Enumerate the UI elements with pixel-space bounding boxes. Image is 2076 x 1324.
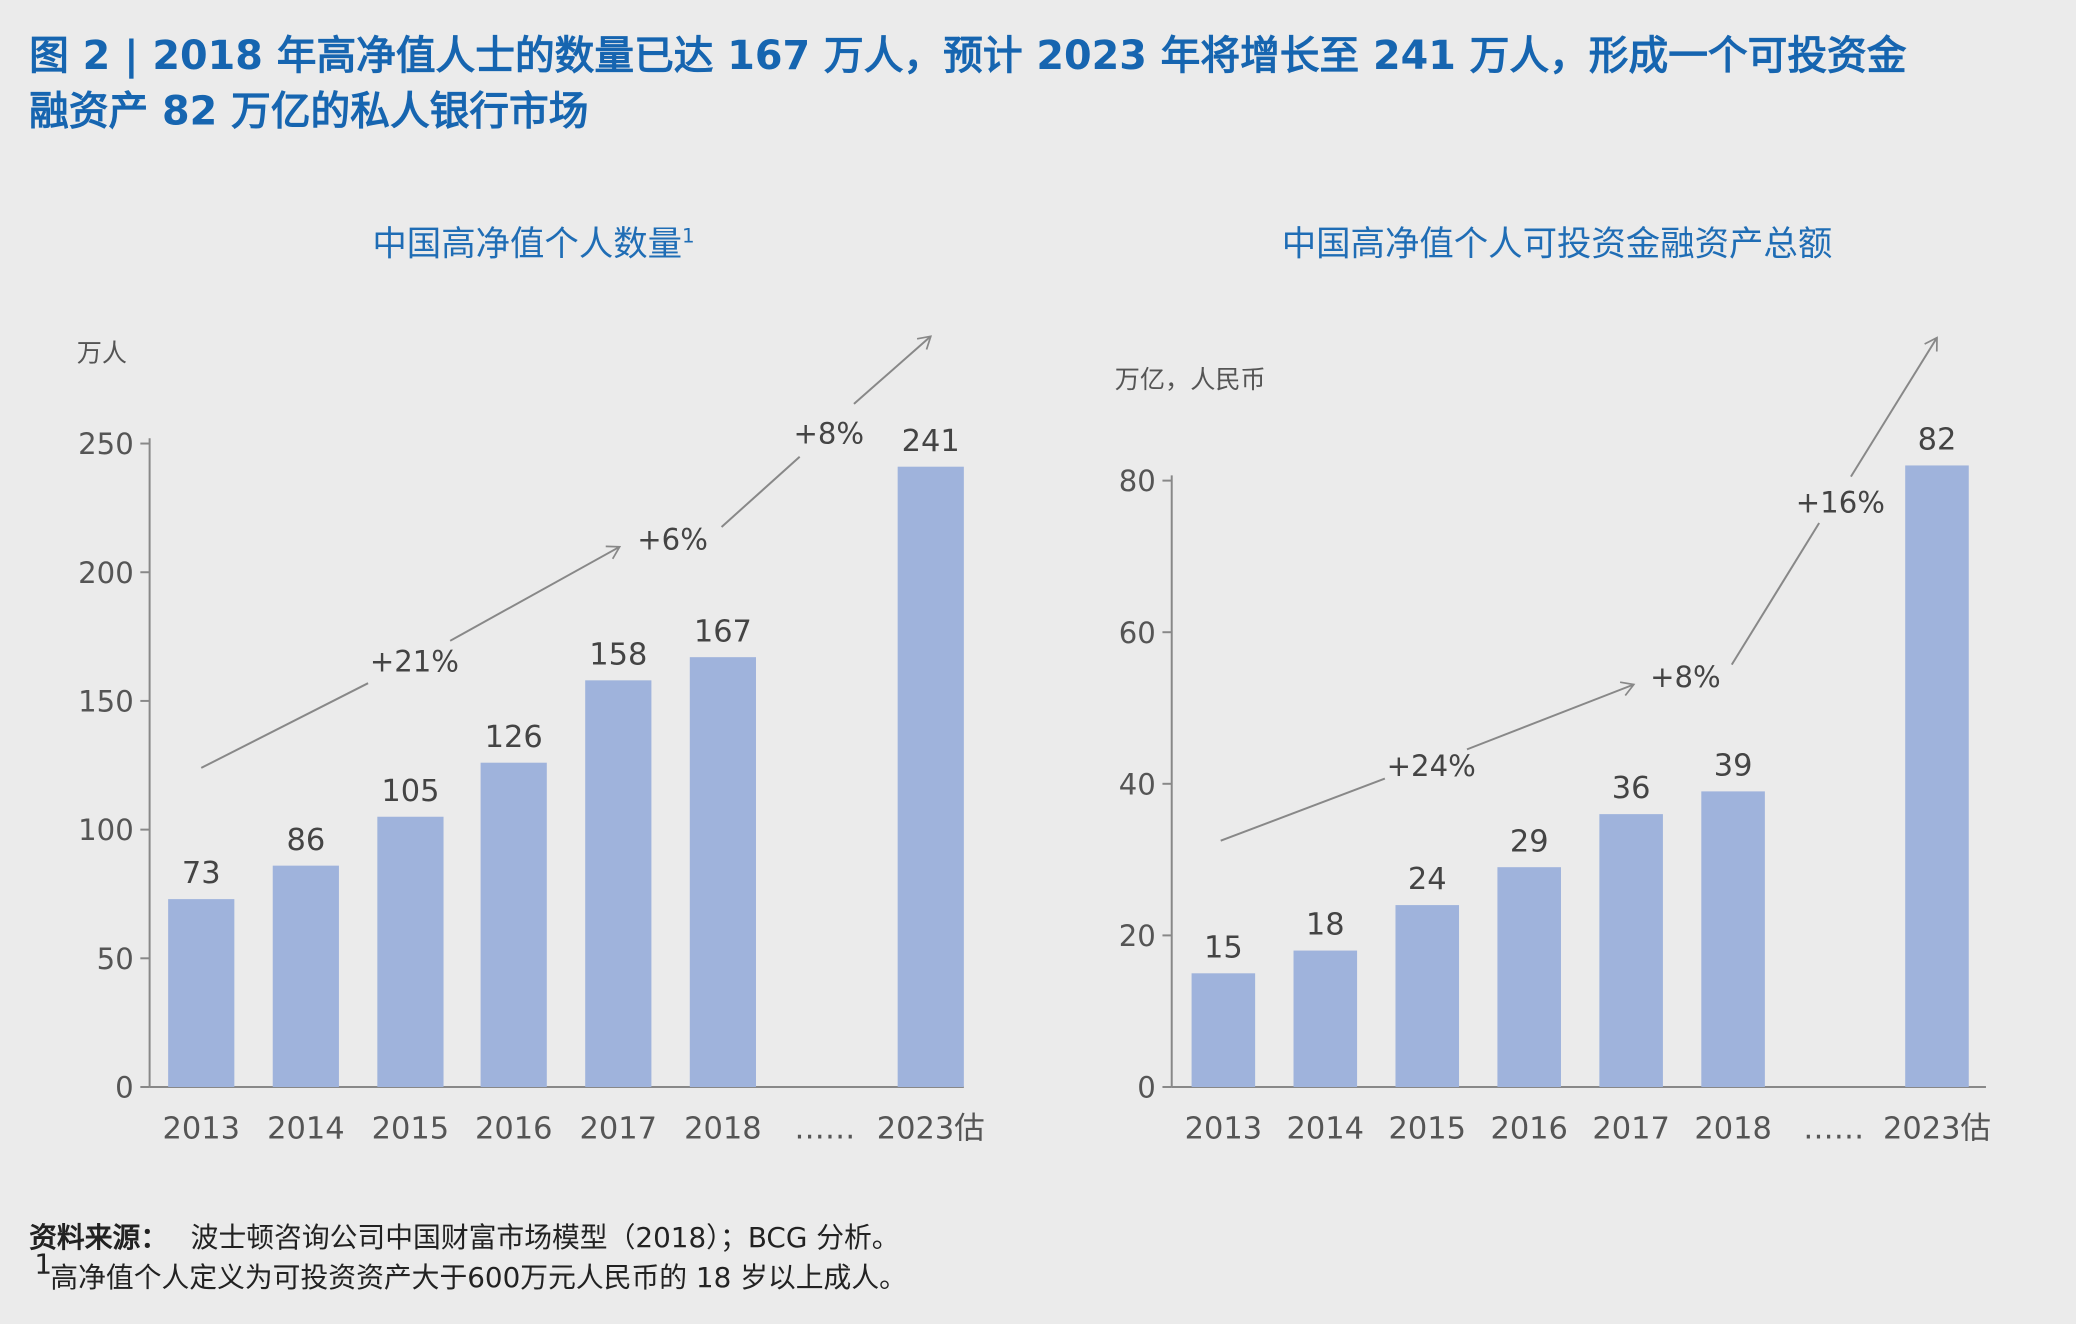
y-tick-label: 150	[78, 685, 134, 719]
x-category-label: 2016	[1490, 1112, 1567, 1147]
value-label: 24	[1408, 862, 1447, 897]
figure-title-line1: 图 2 | 2018 年高净值人士的数量已达 167 万人，预计 2023 年将…	[29, 33, 1907, 79]
y-tick-label: 50	[97, 942, 134, 976]
arrowhead-icon	[1619, 681, 1636, 697]
growth-arrow-segment	[200, 682, 369, 769]
value-label: 36	[1612, 771, 1651, 806]
value-label: 15	[1204, 930, 1243, 965]
x-category-label: ……	[1803, 1112, 1864, 1147]
x-category-label: 2013	[1185, 1112, 1262, 1147]
growth-rate-label: +6%	[637, 522, 708, 556]
growth-rate-label: +24%	[1387, 749, 1476, 783]
y-tick-label: 0	[1137, 1071, 1156, 1105]
bar-2015	[1395, 905, 1460, 1087]
value-label: 158	[589, 637, 647, 672]
value-label: 29	[1510, 824, 1549, 859]
x-category-label: 2023估	[877, 1112, 985, 1147]
bar-2014	[1293, 950, 1358, 1087]
x-category-label: 2016	[475, 1112, 552, 1147]
arrowhead-icon	[605, 545, 622, 560]
x-category-label: 2023估	[1883, 1112, 1991, 1147]
growth-arrow-segment	[1220, 777, 1386, 842]
y-tick-label: 250	[78, 427, 134, 461]
value-label: 82	[1918, 423, 1957, 458]
y-tick-label: 40	[1119, 767, 1156, 801]
x-category-label: 2017	[1592, 1112, 1669, 1147]
growth-arrow-segment	[1466, 683, 1635, 751]
x-category-label: 2013	[163, 1112, 240, 1147]
y-tick-label: 100	[78, 813, 134, 847]
footnote-marker: 1	[34, 1248, 52, 1281]
x-category-label: 2014	[1287, 1112, 1364, 1147]
bar-2014	[272, 865, 339, 1087]
growth-arrow-segment	[1730, 522, 1820, 666]
growth-arrow-segment	[1850, 337, 1938, 478]
x-category-label: 2014	[267, 1112, 344, 1147]
bar-2018	[689, 657, 756, 1087]
y-tick-label: 200	[78, 556, 134, 590]
bar-2016	[480, 762, 547, 1087]
y-tick-label: 20	[1119, 919, 1156, 953]
growth-rate-label: +21%	[370, 644, 459, 678]
x-category-label: ……	[794, 1112, 855, 1147]
growth-rate-label: +8%	[1650, 660, 1721, 694]
bar-2018	[1701, 791, 1765, 1087]
x-category-label: 2018	[1694, 1112, 1771, 1147]
x-category-label: 2015	[1389, 1112, 1466, 1147]
growth-rate-label: +8%	[794, 417, 865, 451]
chart-title: 中国高净值个人可投资金融资产总额	[1282, 225, 1832, 265]
chart-title: 中国高净值个人数量1	[372, 224, 694, 264]
growth-arrow-segment	[449, 545, 621, 642]
bar-2017	[1599, 814, 1663, 1087]
figure-title-line2: 融资产 82 万亿的私人银行市场	[29, 88, 588, 134]
bar-2023估	[1905, 465, 1969, 1087]
x-category-label: 2017	[580, 1112, 657, 1147]
y-tick-label: 80	[1119, 464, 1156, 498]
value-label: 126	[485, 720, 543, 755]
value-label: 241	[902, 424, 960, 459]
y-axis-unit: 万亿，人民币	[1115, 365, 1266, 394]
y-tick-label: 60	[1119, 616, 1156, 650]
growth-arrow-segment	[853, 335, 932, 405]
bar-2013	[168, 899, 235, 1087]
value-label: 105	[381, 774, 439, 809]
source-text: 波士顿咨询公司中国财富市场模型（2018）；BCG 分析。	[191, 1221, 900, 1254]
value-label: 39	[1714, 748, 1753, 783]
bar-2013	[1191, 973, 1256, 1087]
growth-rate-label: +16%	[1796, 485, 1885, 519]
footnote-text: 高净值个人定义为可投资资产大于600万元人民币的 18 岁以上成人。	[50, 1261, 907, 1294]
chart-investable-assets: 中国高净值个人可投资金融资产总额 万亿，人民币 0 20 40 60 80 15 2013 1…	[1115, 225, 1991, 1147]
bar-2016	[1497, 867, 1561, 1087]
value-label: 167	[694, 614, 752, 649]
growth-arrow-segment	[720, 456, 801, 528]
bar-2017	[585, 680, 652, 1087]
y-axis-unit: 万人	[77, 338, 127, 367]
value-label: 86	[286, 823, 325, 858]
y-tick-label: 0	[115, 1071, 134, 1105]
chart-hnwi-count: 中国高净值个人数量1 万人 0 50 100 150 200 250 73 2013 86 201…	[77, 224, 985, 1146]
bar-2023估	[897, 466, 964, 1087]
arrowhead-icon	[1924, 336, 1938, 352]
source-label: 资料来源：	[29, 1221, 168, 1254]
bar-2015	[377, 816, 444, 1087]
value-label: 18	[1306, 908, 1345, 943]
x-category-label: 2015	[372, 1112, 449, 1147]
arrowhead-icon	[916, 335, 933, 350]
x-category-label: 2018	[684, 1112, 761, 1147]
value-label: 73	[182, 856, 221, 891]
